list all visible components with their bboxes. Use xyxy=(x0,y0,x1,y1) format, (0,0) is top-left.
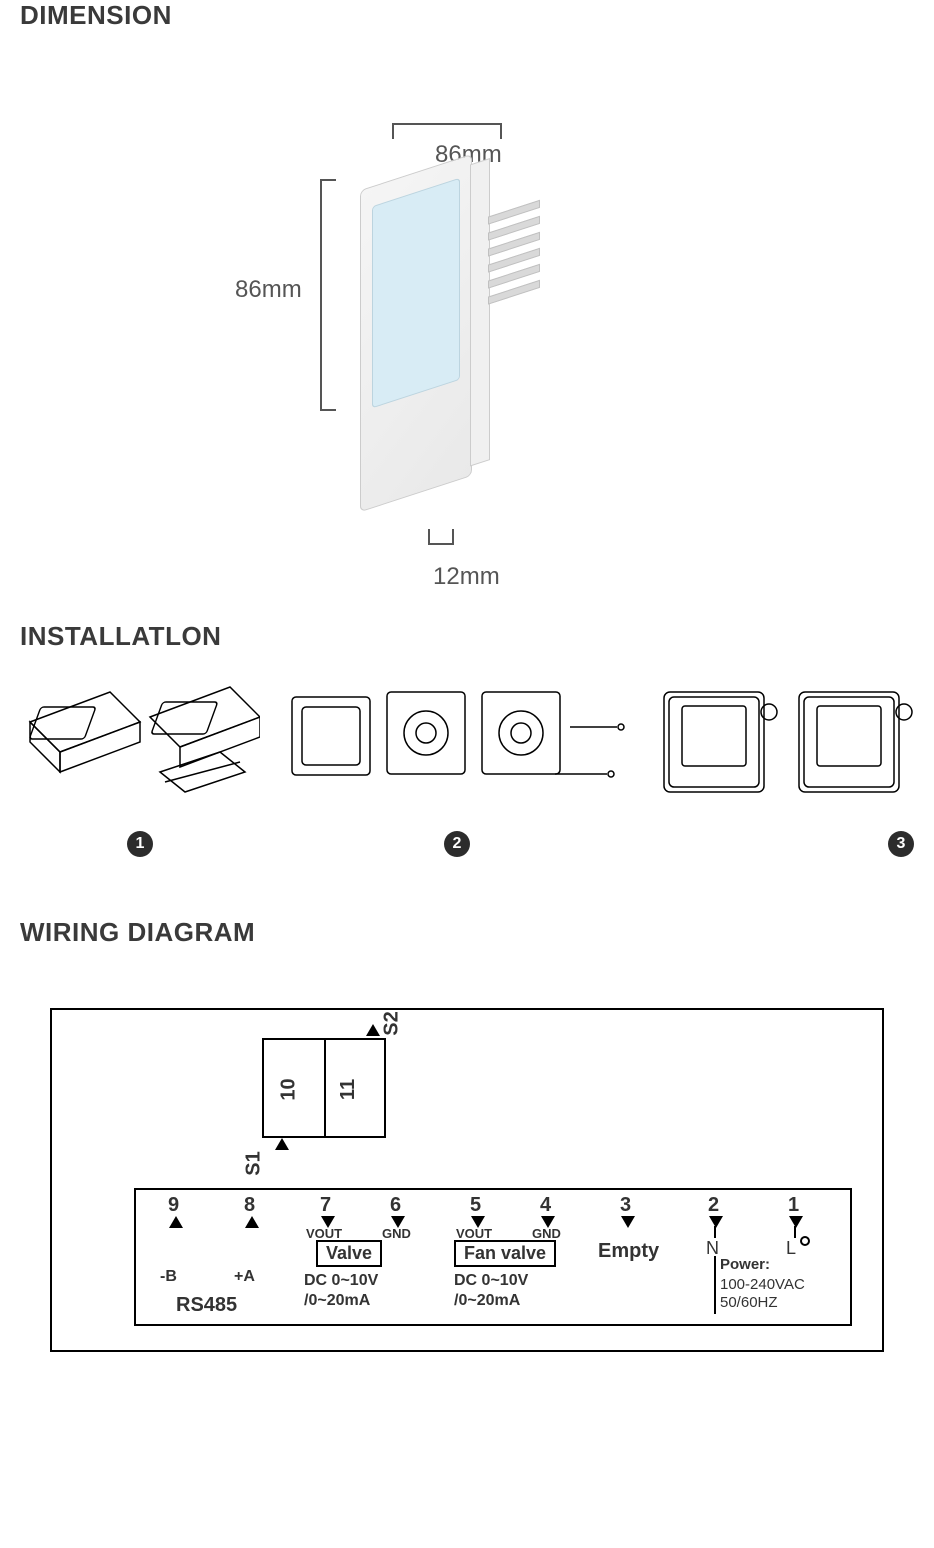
term-sub-7: VOUT xyxy=(306,1226,342,1241)
aux-label-s1: S1 xyxy=(243,1151,266,1175)
term-sub-5: VOUT xyxy=(456,1226,492,1241)
arrow-icon xyxy=(275,1138,289,1150)
aux-num-11: 11 xyxy=(337,1079,360,1100)
aux-num-10: 10 xyxy=(278,1078,301,1100)
aux-label-s2: S2 xyxy=(381,1011,404,1035)
term-num-2: 2 xyxy=(708,1194,719,1217)
term-sub-4: GND xyxy=(532,1226,561,1241)
arrow-icon xyxy=(169,1216,183,1228)
bracket-width xyxy=(392,123,502,139)
term-num-9: 9 xyxy=(168,1194,179,1217)
power-line1: 100-240VAC xyxy=(720,1276,805,1294)
install-badge-1: 1 xyxy=(127,831,153,857)
bracket-depth xyxy=(428,529,454,545)
l-terminal-ring xyxy=(800,1236,810,1246)
install-step-2: 2 xyxy=(287,682,627,857)
term-sub-8: +A xyxy=(234,1268,255,1286)
term-num-7: 7 xyxy=(320,1194,331,1217)
arrow-icon xyxy=(366,1024,380,1036)
fan-range2: /0~20mA xyxy=(454,1292,520,1310)
dim-height-label: 86mm xyxy=(235,276,302,304)
install-step-1: 1 xyxy=(20,682,260,857)
arrow-icon xyxy=(709,1216,723,1228)
install-step-3: 3 xyxy=(654,682,914,857)
stub-line xyxy=(794,1226,796,1238)
install-badge-3: 3 xyxy=(888,831,914,857)
term-num-3: 3 xyxy=(620,1194,631,1217)
section-title-installation: INSTALLATLON xyxy=(20,621,914,652)
group-empty: Empty xyxy=(598,1240,659,1263)
device-screen xyxy=(372,178,460,409)
aux-terminal-block: 10 11 xyxy=(262,1038,386,1138)
power-title: Power: xyxy=(720,1256,770,1274)
section-title-wiring: WIRING DIAGRAM xyxy=(20,917,914,948)
terminal-row: 9 8 7 6 5 4 3 2 1 VOUT GND VOUT GND N xyxy=(134,1188,852,1326)
term-sub-1: L xyxy=(786,1238,796,1260)
device-drawing xyxy=(360,132,540,540)
term-num-1: 1 xyxy=(788,1194,799,1217)
wiring-diagram: 10 11 S1 S2 9 8 7 6 5 4 3 2 1 xyxy=(50,1008,884,1352)
device-side xyxy=(470,158,490,466)
valve-range1: DC 0~10V xyxy=(304,1272,378,1290)
arrow-icon xyxy=(621,1216,635,1228)
term-num-8: 8 xyxy=(244,1194,255,1217)
section-title-dimension: DIMENSION xyxy=(20,0,914,31)
valve-range2: /0~20mA xyxy=(304,1292,370,1310)
bracket-height xyxy=(320,179,336,411)
install-sketch-2 xyxy=(287,682,627,812)
power-line2: 50/60HZ xyxy=(720,1294,778,1312)
install-sketch-3 xyxy=(654,682,914,812)
group-fan-box: Fan valve xyxy=(454,1240,556,1267)
term-sub-2: N xyxy=(706,1238,719,1260)
device-fins xyxy=(488,192,540,313)
term-sub-9: -B xyxy=(160,1268,177,1286)
term-num-5: 5 xyxy=(470,1194,481,1217)
dimension-figure: 86mm 86mm 12mm xyxy=(20,61,914,581)
term-sub-6: GND xyxy=(382,1226,411,1241)
install-sketch-1 xyxy=(20,682,260,812)
power-divider xyxy=(714,1256,716,1314)
stub-line xyxy=(714,1226,716,1238)
dim-depth-label: 12mm xyxy=(433,563,500,591)
term-num-4: 4 xyxy=(540,1194,551,1217)
install-badge-2: 2 xyxy=(444,831,470,857)
group-valve-box: Valve xyxy=(316,1240,382,1267)
fan-range1: DC 0~10V xyxy=(454,1272,528,1290)
arrow-icon xyxy=(245,1216,259,1228)
arrow-icon xyxy=(789,1216,803,1228)
term-num-6: 6 xyxy=(390,1194,401,1217)
installation-steps: 1 xyxy=(20,682,914,857)
group-rs485: RS485 xyxy=(176,1294,237,1317)
